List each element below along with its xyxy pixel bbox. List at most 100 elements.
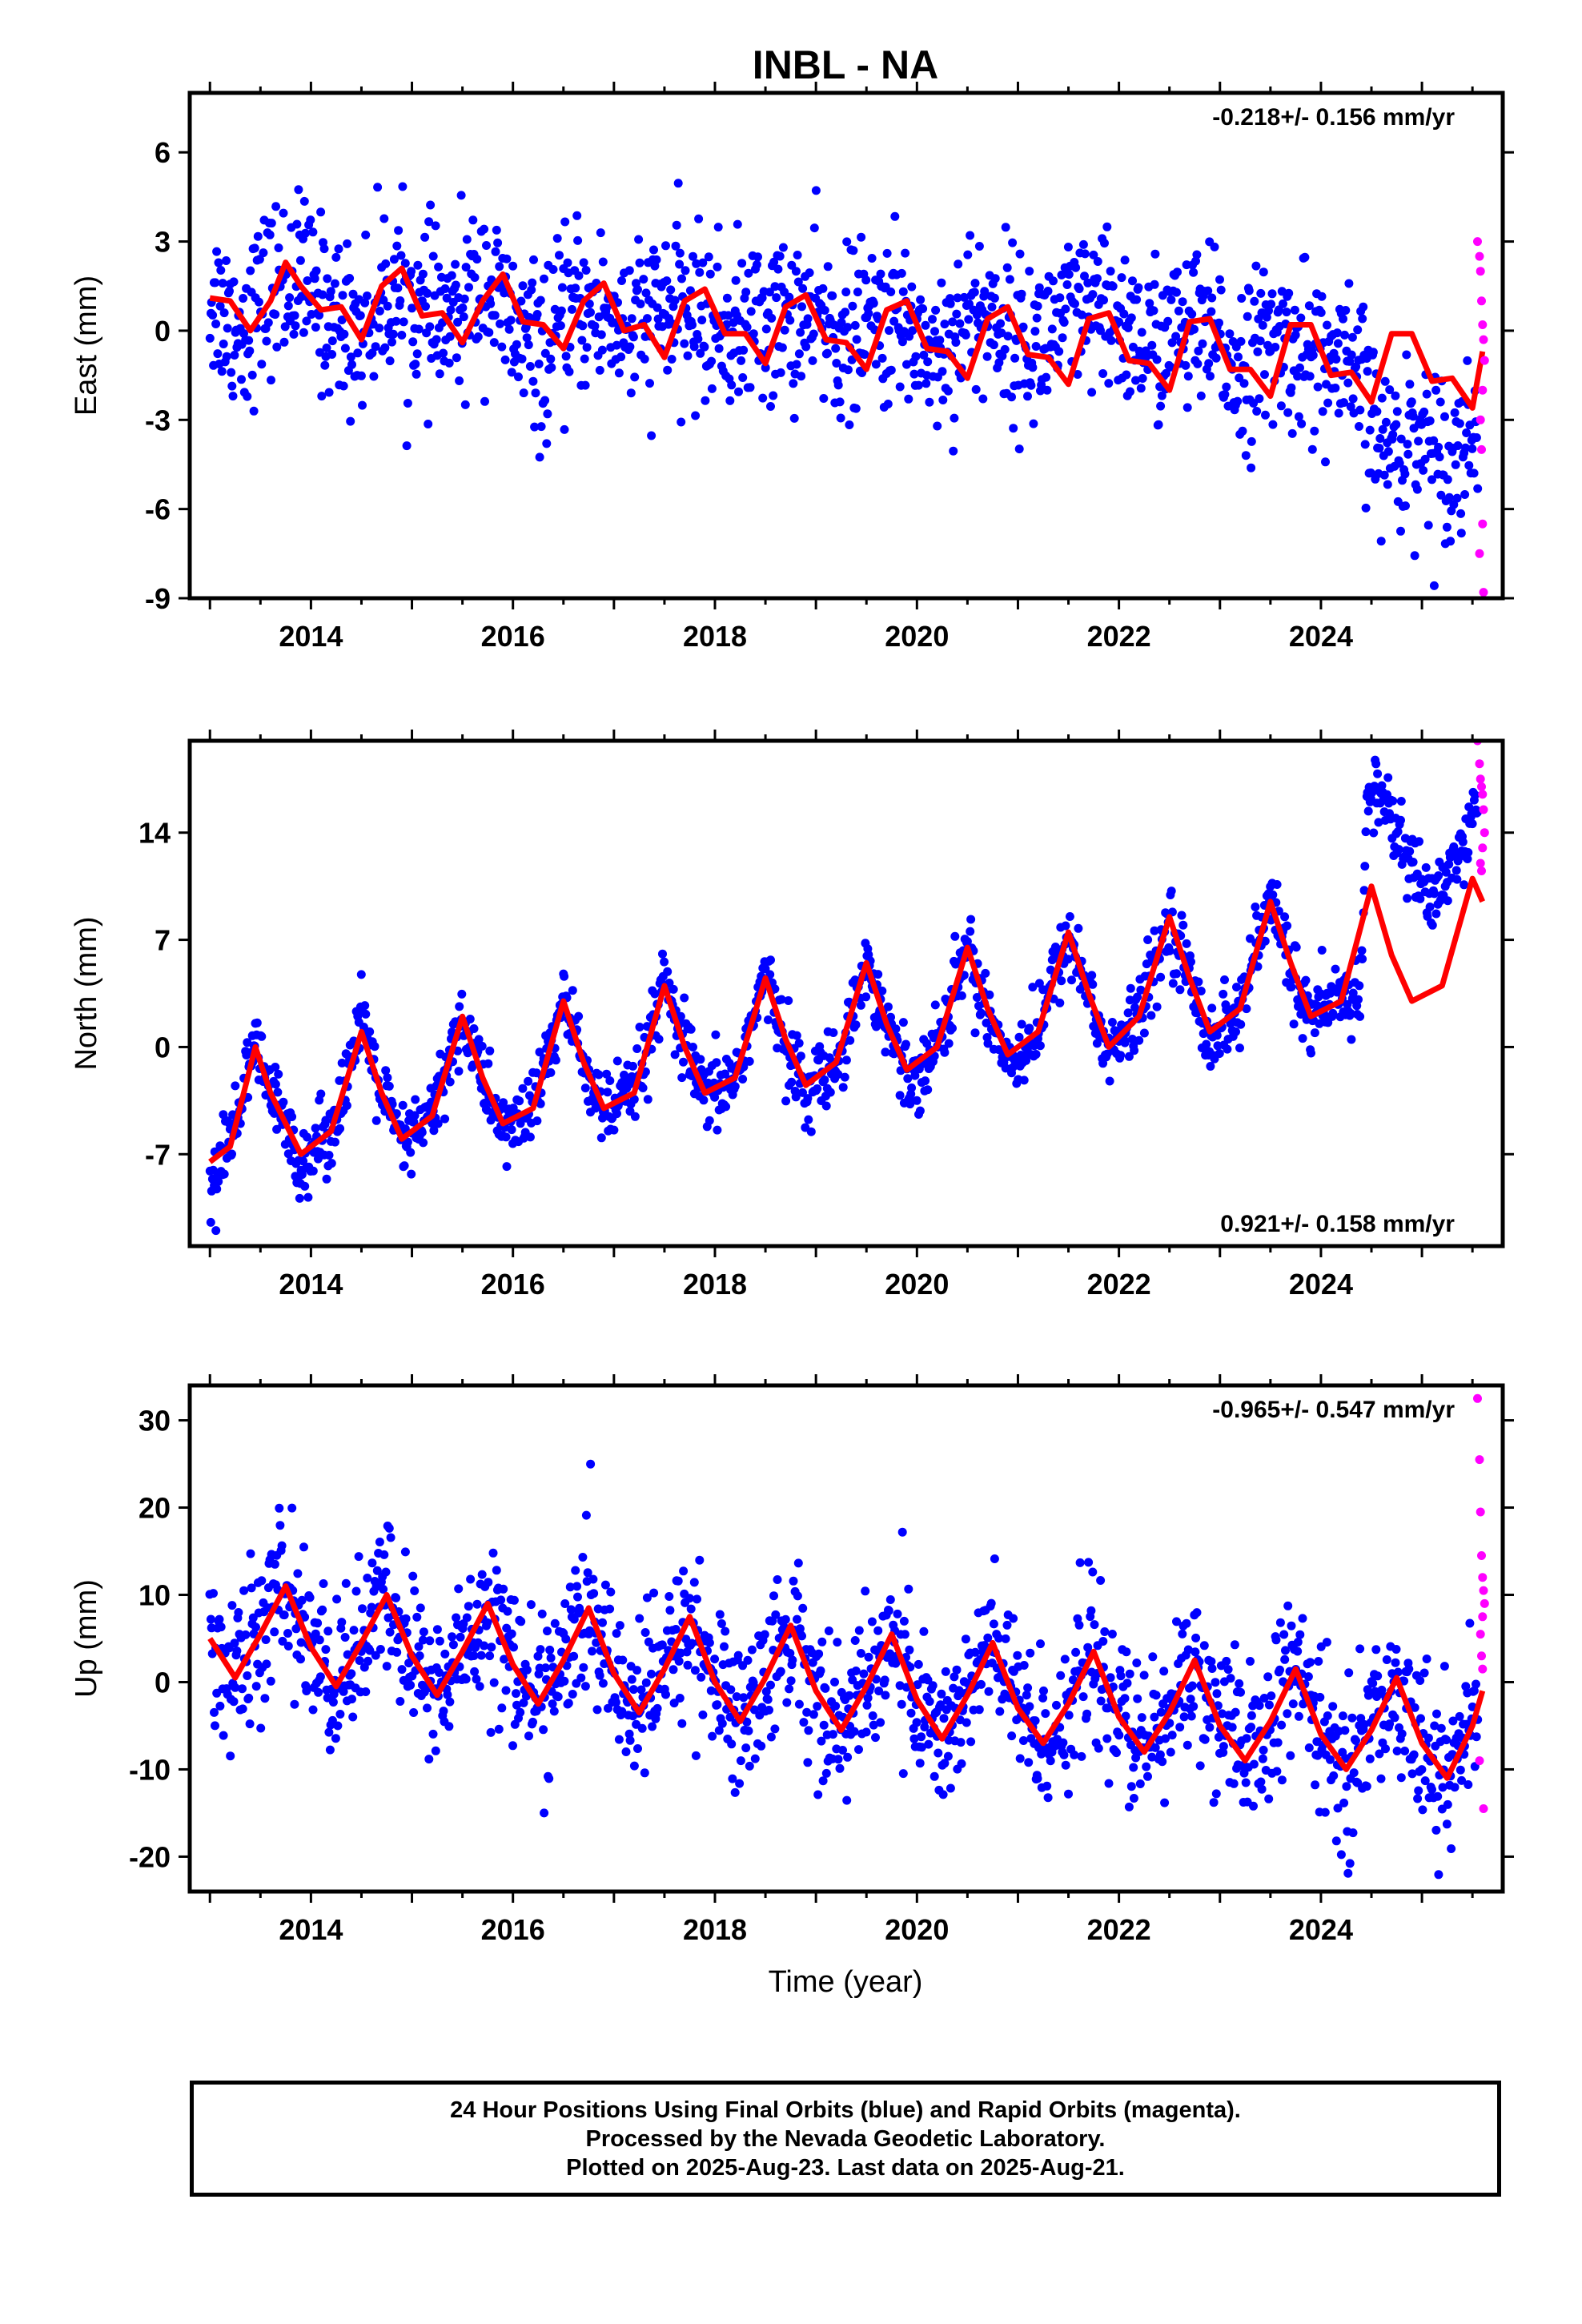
final-orbit-point <box>1368 1679 1378 1688</box>
final-orbit-point <box>713 1700 722 1710</box>
final-orbit-point <box>418 1635 428 1645</box>
final-orbit-point <box>898 287 908 296</box>
final-orbit-point <box>234 1608 243 1617</box>
final-orbit-point <box>676 1011 685 1021</box>
final-orbit-point <box>1003 332 1013 341</box>
final-orbit-point <box>1267 289 1277 299</box>
final-orbit-point <box>857 232 866 242</box>
final-orbit-point <box>662 276 672 286</box>
final-orbit-point <box>788 1655 797 1665</box>
y-tick-label: -20 <box>129 1840 171 1873</box>
final-orbit-point <box>402 441 412 451</box>
final-orbit-point <box>561 1634 571 1644</box>
final-orbit-point <box>739 345 749 355</box>
final-orbit-point <box>946 1783 955 1793</box>
final-orbit-point <box>1450 408 1460 417</box>
final-orbit-point <box>1130 1046 1139 1055</box>
final-orbit-point <box>245 346 255 356</box>
final-orbit-point <box>1365 425 1375 435</box>
y-tick-label: -7 <box>145 1138 171 1171</box>
final-orbit-point <box>874 1687 884 1695</box>
final-orbit-point <box>995 1707 1005 1716</box>
final-orbit-point <box>640 1628 650 1637</box>
final-orbit-point <box>331 1137 339 1147</box>
final-orbit-point <box>1106 336 1116 345</box>
final-orbit-point <box>261 1635 271 1644</box>
final-orbit-point <box>1194 977 1203 987</box>
final-orbit-point <box>713 1125 722 1135</box>
final-orbit-point <box>267 219 276 228</box>
final-orbit-point <box>669 1699 679 1708</box>
final-orbit-point <box>461 1675 471 1684</box>
final-orbit-point <box>530 422 540 432</box>
final-orbit-point <box>1431 1825 1441 1835</box>
final-orbit-point <box>856 1649 865 1658</box>
north-y-axis-label: North (mm) <box>70 916 103 1070</box>
final-orbit-point <box>1029 419 1038 428</box>
final-orbit-point <box>876 1718 885 1727</box>
final-orbit-point <box>1410 551 1419 561</box>
final-orbit-point <box>223 324 232 333</box>
final-orbit-point <box>1403 449 1413 459</box>
final-orbit-point <box>1172 1617 1181 1626</box>
final-orbit-point <box>798 1603 808 1613</box>
final-orbit-point <box>1068 1675 1078 1685</box>
final-orbit-point <box>704 252 713 262</box>
final-orbit-point <box>970 279 980 288</box>
final-orbit-point <box>1089 250 1098 259</box>
final-orbit-point <box>1052 1700 1061 1710</box>
final-orbit-point <box>1244 286 1254 296</box>
final-orbit-point <box>491 247 500 256</box>
final-orbit-point <box>271 202 281 211</box>
final-orbit-point <box>1167 1731 1177 1740</box>
final-orbit-point <box>1294 412 1303 421</box>
final-orbit-point <box>730 1787 740 1797</box>
final-orbit-point <box>1379 470 1389 480</box>
final-orbit-point <box>836 413 845 423</box>
final-orbit-point <box>1116 1671 1126 1681</box>
y-tick-label: 30 <box>139 1405 171 1437</box>
final-orbit-point <box>565 1582 575 1592</box>
final-orbit-point <box>489 1678 499 1687</box>
final-orbit-point <box>1210 242 1219 251</box>
final-orbit-point <box>1237 294 1247 303</box>
final-orbit-point <box>1128 276 1137 286</box>
final-orbit-point <box>365 1646 375 1655</box>
final-orbit-point <box>533 1651 543 1661</box>
final-orbit-point <box>833 1070 843 1079</box>
rapid-orbit-point <box>1475 251 1484 261</box>
final-orbit-point <box>381 1066 391 1076</box>
final-orbit-point <box>484 1059 493 1068</box>
x-tick-label: 2014 <box>279 1913 343 1946</box>
final-orbit-point <box>508 261 518 271</box>
final-orbit-point <box>813 1702 822 1711</box>
final-orbit-point <box>540 274 548 283</box>
final-orbit-point <box>902 360 911 369</box>
final-orbit-point <box>1440 412 1449 421</box>
final-orbit-point <box>911 352 921 361</box>
final-orbit-point <box>343 239 352 248</box>
final-orbit-point <box>974 1705 984 1715</box>
final-orbit-point <box>867 254 877 263</box>
final-orbit-point <box>1007 392 1016 402</box>
final-orbit-point <box>761 324 771 334</box>
final-orbit-point <box>447 271 456 280</box>
final-orbit-point <box>1230 1640 1239 1650</box>
final-orbit-point <box>1172 287 1181 297</box>
final-orbit-point <box>793 277 803 287</box>
final-orbit-point <box>698 1710 708 1719</box>
final-orbit-point <box>1351 1736 1360 1745</box>
final-orbit-point <box>1261 410 1270 420</box>
final-orbit-point <box>994 1634 1004 1643</box>
final-orbit-point <box>978 394 988 404</box>
final-orbit-point <box>886 1012 895 1022</box>
final-orbit-point <box>1358 955 1367 963</box>
final-orbit-point <box>314 1687 323 1697</box>
final-orbit-point <box>913 1680 922 1690</box>
final-orbit-point <box>1047 324 1057 334</box>
final-orbit-point <box>1065 912 1074 921</box>
final-orbit-point <box>283 301 293 311</box>
final-orbit-point <box>546 1653 556 1663</box>
final-orbit-point <box>1371 1645 1381 1655</box>
final-orbit-point <box>1142 1762 1151 1771</box>
